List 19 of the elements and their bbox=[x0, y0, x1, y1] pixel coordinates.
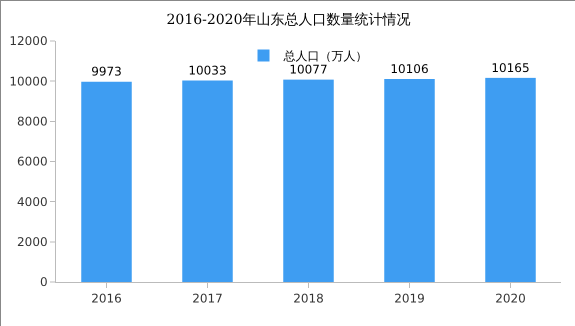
data-label: 9973 bbox=[91, 64, 122, 79]
legend-label: 总人口（万人） bbox=[282, 49, 368, 64]
chart-title: 2016-2020年山东总人口数量统计情况 bbox=[166, 12, 410, 28]
y-tick-label: 8000 bbox=[17, 114, 48, 129]
data-label: 10077 bbox=[289, 62, 328, 77]
y-tick-label: 6000 bbox=[17, 154, 48, 169]
y-tick-label: 2000 bbox=[17, 235, 48, 250]
data-label: 10106 bbox=[390, 62, 429, 76]
y-tick-label: 4000 bbox=[17, 194, 48, 209]
x-tick-label: 2019 bbox=[394, 291, 425, 306]
y-tick-label: 10000 bbox=[9, 74, 48, 88]
data-label: 10033 bbox=[188, 64, 227, 78]
x-tick-label: 2020 bbox=[495, 291, 526, 306]
x-tick-label: 2016 bbox=[91, 291, 122, 306]
y-tick-label: 12000 bbox=[9, 34, 48, 48]
x-tick-label: 2018 bbox=[293, 291, 324, 306]
x-tick-label: 2017 bbox=[192, 291, 223, 306]
y-tick-label: 0 bbox=[40, 275, 48, 290]
data-label: 10165 bbox=[491, 60, 530, 75]
